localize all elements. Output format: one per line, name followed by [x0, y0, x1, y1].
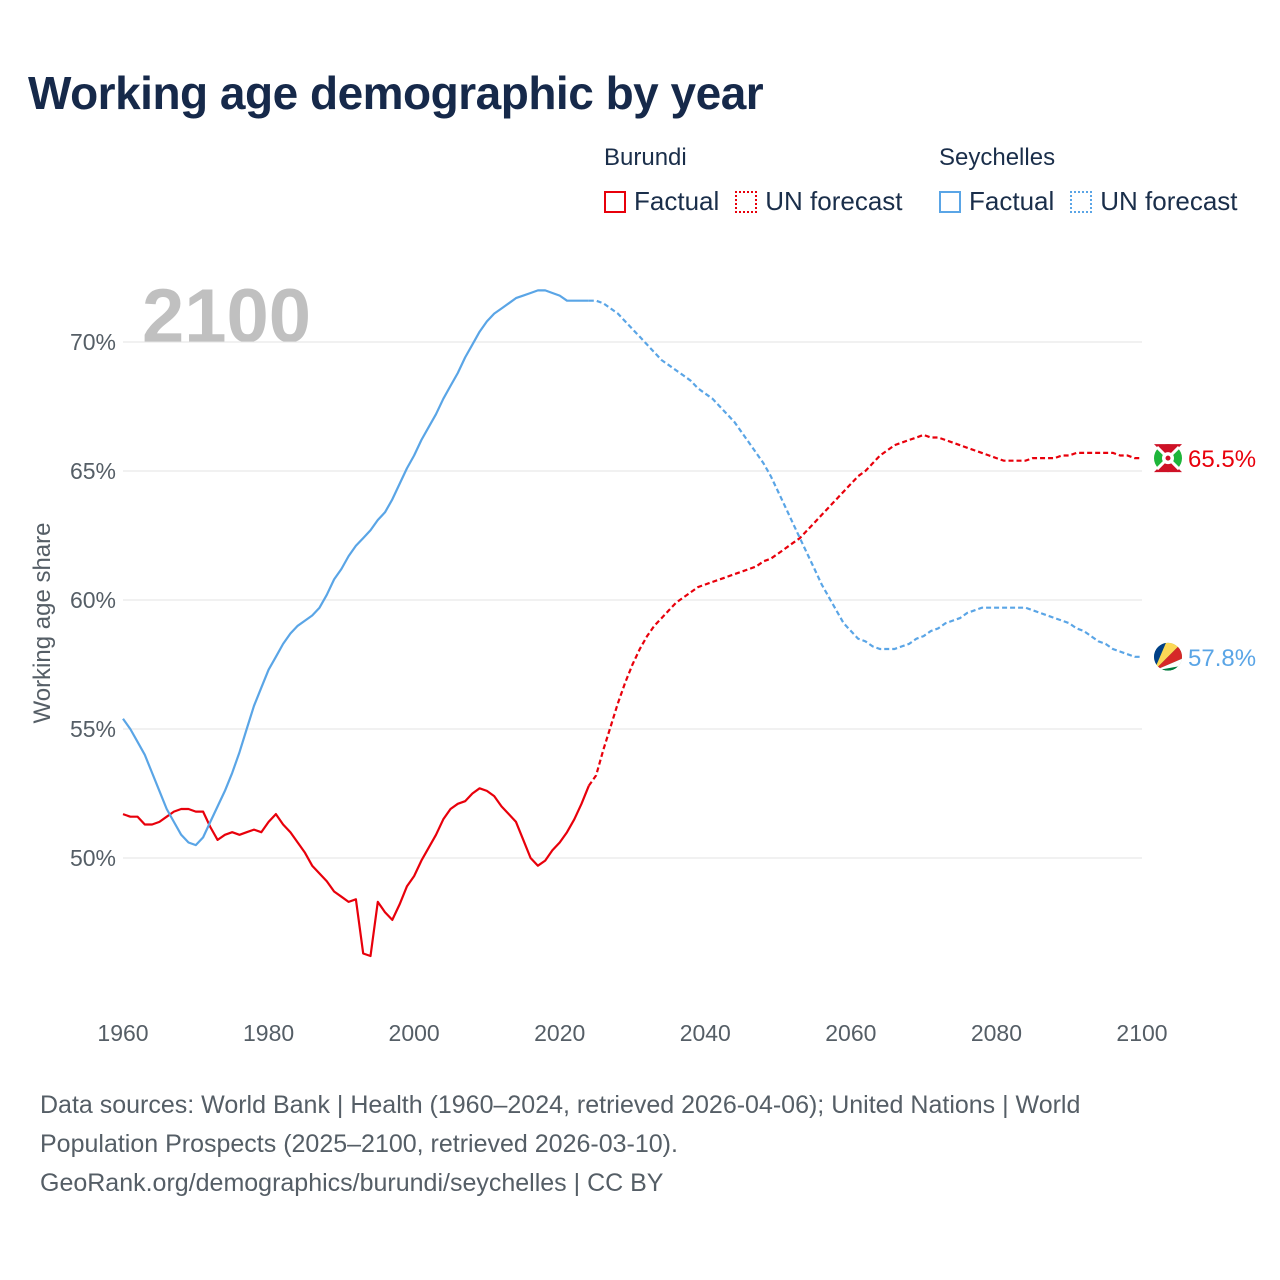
- x-tick-label: 2060: [825, 1020, 876, 1046]
- legend-swatch-solid: [604, 190, 626, 213]
- chart-title: Working age demographic by year: [28, 67, 764, 119]
- y-tick-label: 60%: [70, 587, 116, 613]
- x-tick-label: 1980: [243, 1020, 294, 1046]
- flag-field: [1154, 444, 1182, 459]
- legend-swatch-dotted: [1070, 190, 1093, 213]
- legend-swatch-solid: [939, 190, 961, 213]
- footer-line: Data sources: World Bank | Health (1960–…: [40, 1091, 1081, 1119]
- legend-item-label: UN forecast: [765, 186, 903, 216]
- footer-line: Population Prospects (2025–2100, retriev…: [40, 1130, 678, 1158]
- end-value-label-burundi: 65.5%: [1188, 446, 1256, 473]
- series-line-burundi-factual: [122, 785, 590, 958]
- legend-group-burundi: Burundi Factual UN forecast: [604, 144, 919, 217]
- footer-sources: Data sources: World Bank | Health (1960–…: [40, 1086, 1240, 1203]
- flag-band: [1154, 642, 1182, 671]
- series-line-seychelles-forecast: [588, 299, 1142, 658]
- x-tick-label: 2020: [534, 1020, 585, 1046]
- year-watermark: 2100: [142, 274, 311, 359]
- legend-swatch-dotted: [735, 190, 758, 213]
- legend-group-seychelles: Seychelles Factual UN forecast: [939, 144, 1254, 217]
- x-axis-ticks: 1960 1980 2000 2020 2040 2060 2080 2100: [97, 1020, 1167, 1046]
- legend-item-seychelles-forecast[interactable]: UN forecast: [1070, 186, 1238, 217]
- legend-item-seychelles-factual[interactable]: Factual: [939, 186, 1054, 217]
- series-lines: [122, 289, 1142, 958]
- legend-item-burundi-forecast[interactable]: UN forecast: [735, 186, 903, 217]
- x-tick-label: 2040: [680, 1020, 731, 1046]
- y-axis-label: Working age share: [29, 523, 56, 724]
- y-tick-label: 65%: [70, 458, 116, 484]
- flag-star: [1165, 455, 1171, 461]
- x-tick-label: 2000: [389, 1020, 440, 1046]
- burundi-flag-icon: [1154, 444, 1182, 473]
- x-tick-label: 1960: [97, 1020, 148, 1046]
- footer-line: GeoRank.org/demographics/burundi/seychel…: [40, 1169, 664, 1197]
- end-value-label-seychelles: 57.8%: [1188, 645, 1256, 672]
- series-endpoints: 65.5% 57.8%: [1154, 444, 1256, 672]
- legend-item-burundi-factual[interactable]: Factual: [604, 186, 719, 217]
- y-axis-ticks: 50% 55% 60% 65% 70%: [70, 329, 116, 871]
- y-tick-label: 55%: [70, 716, 116, 742]
- gridlines: [123, 341, 1142, 859]
- y-tick-label: 50%: [70, 845, 116, 871]
- x-tick-label: 2100: [1116, 1020, 1167, 1046]
- legend-country-label: Seychelles: [939, 144, 1056, 171]
- seychelles-flag-icon: [1154, 642, 1182, 671]
- legend-item-label: Factual: [634, 186, 720, 216]
- flag-band: [1154, 658, 1182, 671]
- x-tick-label: 2080: [971, 1020, 1022, 1046]
- series-line-seychelles-factual: [122, 289, 589, 847]
- legend-country-label: Burundi: [604, 144, 687, 171]
- flag-field: [1154, 458, 1182, 473]
- legend-item-label: Factual: [969, 186, 1055, 216]
- y-tick-label: 70%: [70, 329, 116, 355]
- legend-item-label: UN forecast: [1100, 186, 1238, 216]
- series-line-burundi-forecast: [587, 433, 1142, 787]
